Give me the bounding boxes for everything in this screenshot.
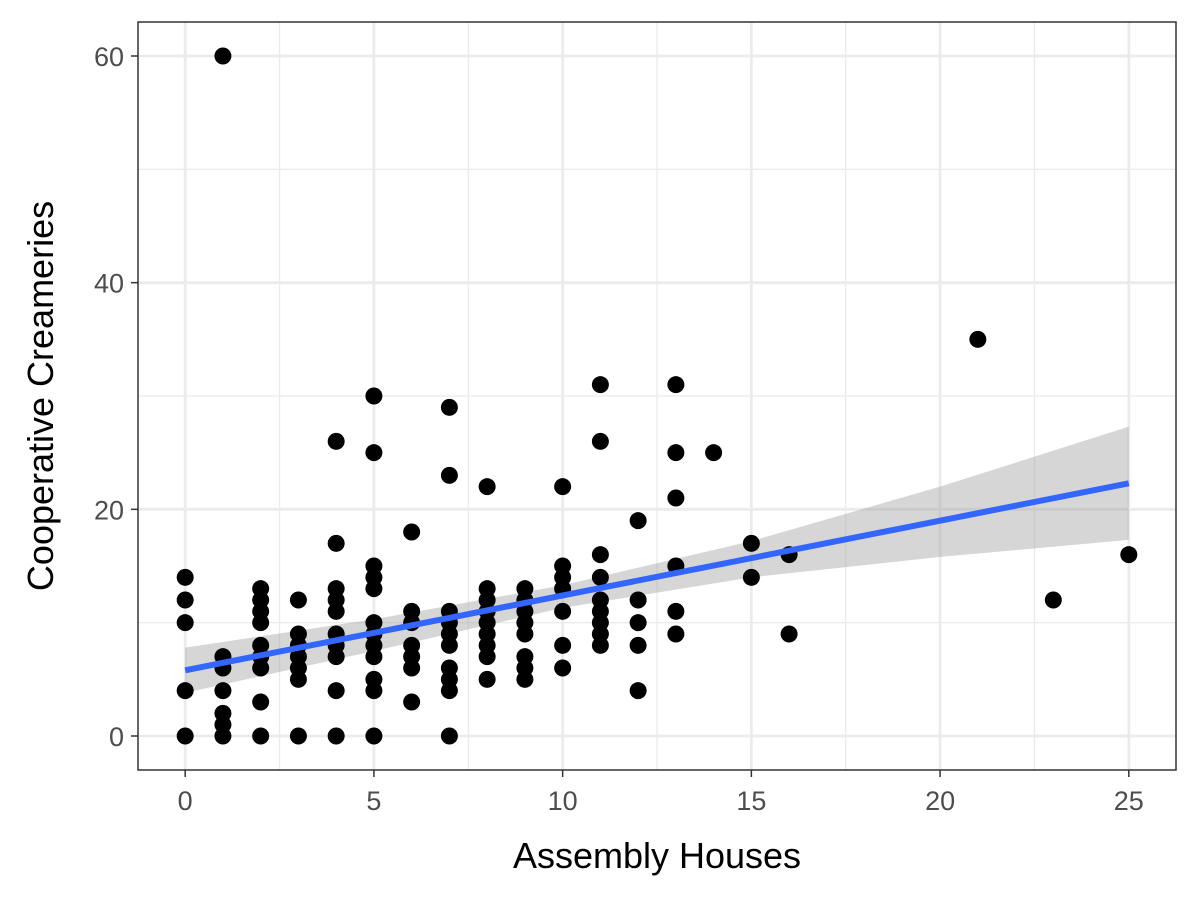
data-point <box>1120 546 1138 564</box>
data-point <box>554 636 572 654</box>
data-point <box>440 398 458 416</box>
data-point <box>365 727 383 745</box>
data-point <box>365 444 383 462</box>
data-point <box>365 682 383 700</box>
data-point <box>440 727 458 745</box>
data-point <box>214 47 232 65</box>
regression-line-layer <box>184 480 1130 674</box>
data-point <box>176 591 194 609</box>
data-point <box>289 727 307 745</box>
data-point <box>742 568 760 586</box>
data-point <box>327 602 345 620</box>
x-tick-label: 25 <box>1114 786 1144 816</box>
data-point <box>554 478 572 496</box>
x-tick-label: 5 <box>366 786 381 816</box>
x-tick-label: 10 <box>548 786 578 816</box>
major-gridlines <box>138 22 1176 770</box>
data-point <box>365 648 383 666</box>
y-tick-label: 40 <box>94 269 124 299</box>
data-point <box>403 693 421 711</box>
data-point <box>629 512 647 530</box>
data-point <box>478 478 496 496</box>
data-point <box>440 466 458 484</box>
data-point <box>478 670 496 688</box>
data-point <box>629 614 647 632</box>
regression-line <box>184 480 1130 674</box>
data-point <box>176 568 194 586</box>
data-point <box>252 614 270 632</box>
data-point <box>289 591 307 609</box>
data-point <box>365 580 383 598</box>
data-point <box>742 534 760 552</box>
panel-border <box>137 21 1177 771</box>
data-point <box>629 682 647 700</box>
data-point <box>327 534 345 552</box>
data-point <box>591 568 609 586</box>
data-point <box>403 659 421 677</box>
data-point <box>365 387 383 405</box>
data-point <box>667 625 685 643</box>
y-tick-label: 0 <box>109 722 124 752</box>
data-point <box>327 432 345 450</box>
x-tick-label: 15 <box>736 786 766 816</box>
data-point <box>478 648 496 666</box>
data-point <box>629 591 647 609</box>
data-point <box>554 659 572 677</box>
data-point <box>629 636 647 654</box>
x-tick-label: 20 <box>925 786 955 816</box>
data-point <box>516 625 534 643</box>
data-point <box>667 376 685 394</box>
data-point <box>403 523 421 541</box>
data-point <box>214 727 232 745</box>
data-point <box>1044 591 1062 609</box>
data-point <box>591 546 609 564</box>
data-point <box>667 602 685 620</box>
data-point <box>554 602 572 620</box>
minor-gridlines <box>138 22 1176 770</box>
data-point <box>440 636 458 654</box>
y-tick-label: 60 <box>94 42 124 72</box>
data-point <box>176 727 194 745</box>
data-point <box>591 432 609 450</box>
data-point <box>516 670 534 688</box>
data-point <box>214 682 232 700</box>
data-point <box>327 682 345 700</box>
y-tick-label: 20 <box>94 495 124 525</box>
x-tick-label: 0 <box>178 786 193 816</box>
data-point <box>591 636 609 654</box>
data-point <box>591 376 609 394</box>
data-point <box>176 682 194 700</box>
y-axis: 0 20 40 60 <box>94 42 138 752</box>
data-point <box>289 670 307 688</box>
x-axis-title: Assembly Houses <box>513 835 801 876</box>
data-point <box>667 444 685 462</box>
data-point <box>252 727 270 745</box>
data-point <box>780 625 798 643</box>
data-point <box>327 727 345 745</box>
data-point <box>252 693 270 711</box>
data-point <box>667 489 685 507</box>
y-axis-title: Cooperative Creameries <box>20 201 61 591</box>
x-axis: 0 5 10 15 20 25 <box>178 770 1144 816</box>
data-point <box>176 614 194 632</box>
data-point <box>440 682 458 700</box>
data-point <box>705 444 723 462</box>
data-point <box>969 330 987 348</box>
data-point <box>327 648 345 666</box>
data-point <box>252 659 270 677</box>
